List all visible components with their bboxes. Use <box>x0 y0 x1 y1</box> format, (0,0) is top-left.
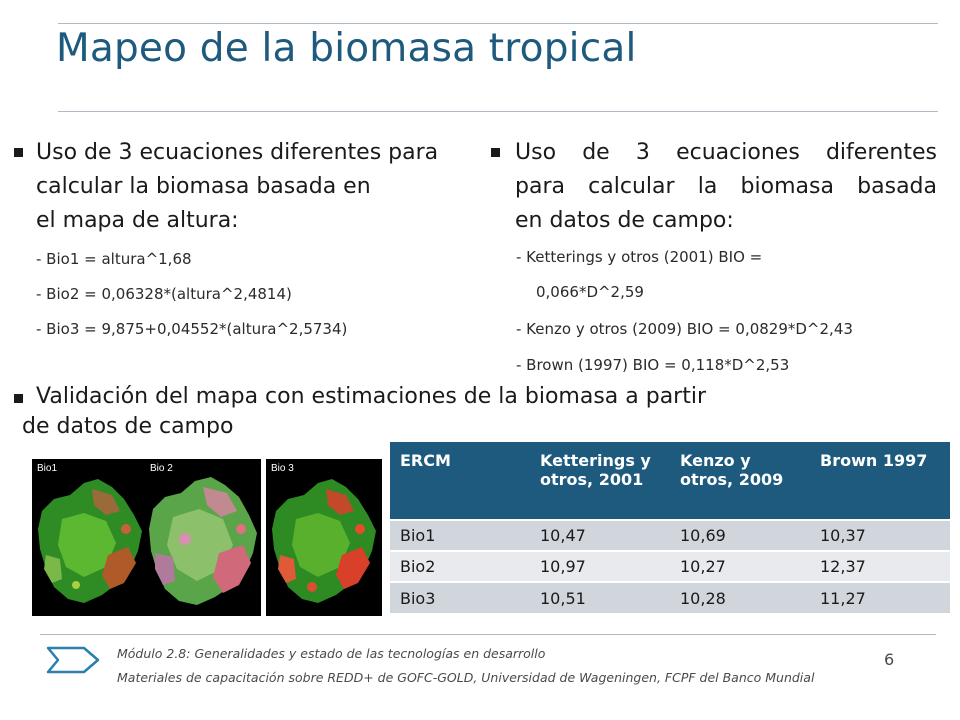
right-formula-brown: - Brown (1997) BIO = 0,118*D^2,53 <box>516 356 790 374</box>
table-row: Bio3 10,51 10,28 11,27 <box>390 581 950 613</box>
table-cell: 11,27 <box>810 581 950 613</box>
bullet-square-icon <box>491 148 500 157</box>
validation-line-1: Validación del mapa con estimaciones de … <box>36 384 707 409</box>
left-formula-bio3: - Bio3 = 9,875+0,04552*(altura^2,5734) <box>36 320 348 338</box>
right-bullet: Uso de 3 ecuaciones diferentes para calc… <box>491 136 937 238</box>
table-cell: 10,97 <box>530 550 670 582</box>
table-cell: 10,27 <box>670 550 810 582</box>
table-header-ercm: ERCM <box>390 442 530 520</box>
left-bullet-line-2: calcular la biomasa basada en <box>36 174 371 199</box>
right-bullet-line-3: en datos de campo: <box>515 208 734 233</box>
table-row: Bio2 10,97 10,27 12,37 <box>390 550 950 582</box>
left-bullet: Uso de 3 ecuaciones diferentes para calc… <box>14 136 474 238</box>
bullet-square-icon <box>14 394 23 403</box>
table-cell: Bio1 <box>390 519 530 551</box>
right-bullet-line-1: Uso de 3 ecuaciones diferentes <box>515 140 937 165</box>
validation-line-2: de datos de campo <box>22 414 234 439</box>
left-bullet-line-3: el mapa de altura: <box>36 208 239 233</box>
right-formula-kenzo: - Kenzo y otros (2009) BIO = 0,0829*D^2,… <box>516 320 853 338</box>
table-header-brown: Brown 1997 <box>810 442 950 520</box>
table-header-kenzo: Kenzo y otros, 2009 <box>670 442 810 520</box>
table-cell: 10,51 <box>530 581 670 613</box>
chevron-arrow-icon <box>46 646 100 674</box>
table-cell: 12,37 <box>810 550 950 582</box>
footer-materials: Materiales de capacitación sobre REDD+ d… <box>117 670 815 685</box>
island-map-image <box>149 477 257 605</box>
table-header-row: ERCM Ketterings y otros, 2001 Kenzo y ot… <box>390 442 950 520</box>
table-cell: 10,69 <box>670 519 810 551</box>
validation-bullet: Validación del mapa con estimaciones de … <box>14 382 794 442</box>
bullet-square-icon <box>14 148 23 157</box>
island-map-image <box>272 479 376 603</box>
left-formula-bio1: - Bio1 = altura^1,68 <box>36 250 192 268</box>
map-label: Bio1 <box>37 463 58 474</box>
ercm-table: ERCM Ketterings y otros, 2001 Kenzo y ot… <box>390 442 950 613</box>
page-number: 6 <box>884 650 895 669</box>
map-label: Bio 2 <box>150 463 173 474</box>
island-map-image <box>38 479 142 603</box>
biomass-map-bio1: Bio1 <box>32 459 148 616</box>
left-bullet-line-1: Uso de 3 ecuaciones diferentes para <box>36 140 439 165</box>
table-cell: Bio2 <box>390 550 530 582</box>
left-formula-bio2: - Bio2 = 0,06328*(altura^2,4814) <box>36 285 292 303</box>
title-rule <box>58 111 938 112</box>
footer-rule <box>40 634 936 635</box>
slide-title: Mapeo de la biomasa tropical <box>56 26 637 71</box>
biomass-map-bio3: Bio 3 <box>266 459 382 616</box>
table-cell: Bio3 <box>390 581 530 613</box>
biomass-map-bio2: Bio 2 <box>145 459 261 616</box>
right-bullet-line-2: para calcular la biomasa basada <box>515 174 937 199</box>
table-row: Bio1 10,47 10,69 10,37 <box>390 519 950 551</box>
right-formula-ketterings-cont: 0,066*D^2,59 <box>536 283 644 301</box>
top-rule <box>58 23 938 24</box>
right-formula-ketterings: - Ketterings y otros (2001) BIO = <box>516 248 763 266</box>
map-label: Bio 3 <box>271 463 294 474</box>
table-cell: 10,37 <box>810 519 950 551</box>
table-cell: 10,28 <box>670 581 810 613</box>
table-cell: 10,47 <box>530 519 670 551</box>
table-header-ketterings: Ketterings y otros, 2001 <box>530 442 670 520</box>
footer-module: Módulo 2.8: Generalidades y estado de la… <box>117 646 546 661</box>
